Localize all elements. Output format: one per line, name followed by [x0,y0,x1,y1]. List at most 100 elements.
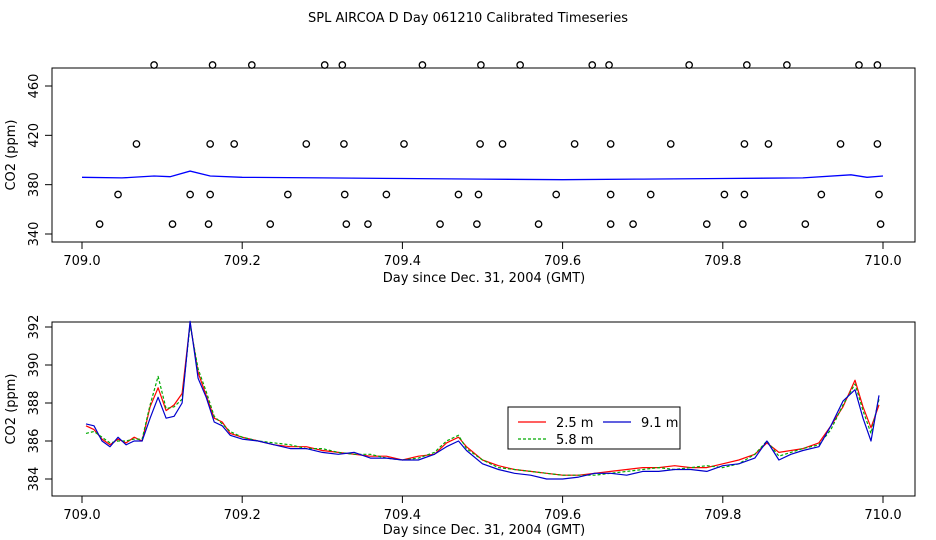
scatter-point [836,140,845,148]
top-scatter-points [95,61,885,228]
bottom-plot-frame [51,321,916,497]
scatter-point [473,220,481,228]
scatter-point [132,140,141,148]
bottom-y-axis: 384 386 388 390 392 [27,315,53,491]
top-y-tick-label: 420 [27,123,42,148]
scatter-point [340,190,349,199]
scatter-point [629,220,637,228]
scatter-point [702,220,711,228]
scatter-point [266,220,275,228]
top-y-tick-label: 340 [27,222,42,247]
scatter-point [418,61,427,69]
scatter-point [764,140,773,148]
scatter-point [400,140,408,148]
scatter-point [606,140,615,148]
scatter-point [186,190,194,199]
scatter-point [552,190,561,199]
bottom-series-lines [85,320,880,480]
legend-label-5-8m: 5.8 m [556,433,593,448]
bottom-y-tick-label: 386 [27,429,42,454]
top-x-tick-label: 709.4 [384,254,421,269]
scatter-point [168,220,177,228]
series-line-2-5m [85,322,880,476]
top-x-tick-label: 710.0 [864,254,901,269]
scatter-point [284,190,292,199]
scatter-point [204,220,213,228]
legend-label-2-5m: 2.5 m [556,416,593,431]
scatter-point [338,61,347,69]
legend: 2.5 m 9.1 m 5.8 m [507,406,681,450]
scatter-point [606,190,615,199]
scatter-point [605,61,613,69]
scatter-point [382,190,391,199]
bottom-y-label: CO2 (ppm) [4,373,19,444]
series-line-9-1m [85,320,880,480]
top-mean-line [81,170,884,181]
bottom-x-axis: 709.0 709.2 709.4 709.6 709.8 710.0 [63,495,902,523]
top-y-tick-label: 460 [27,74,42,99]
scatter-point [588,61,597,69]
bottom-x-tick-label: 709.2 [224,508,261,523]
series-line-5-8m [85,324,880,476]
top-x-axis: 709.0 709.2 709.4 709.6 709.8 710.0 [63,241,902,269]
bottom-x-tick-label: 709.0 [63,508,100,523]
legend-label-9-1m: 9.1 m [641,416,678,431]
scatter-point [876,220,885,228]
scatter-point [855,61,863,69]
top-y-tick-label: 380 [27,172,42,197]
scatter-point [720,190,729,199]
figure-title: SPL AIRCOA D Day 061210 Calibrated Times… [308,11,628,26]
scatter-point [606,220,615,228]
scatter-point [474,190,483,199]
mean-co2-line [81,170,884,181]
scatter-point [247,61,256,69]
scatter-point [498,140,507,148]
bottom-x-label: Day since Dec. 31, 2004 (GMT) [383,523,586,538]
scatter-point [320,61,329,69]
top-x-tick-label: 709.6 [544,254,581,269]
scatter-point [685,61,694,69]
top-panel: 709.0 709.2 709.4 709.6 709.8 710.0 340 380 420… [4,61,916,286]
scatter-point [801,220,810,228]
scatter-point [454,190,463,199]
scatter-point [477,61,485,69]
bottom-x-tick-label: 709.8 [704,508,741,523]
bottom-y-tick-label: 390 [27,353,42,378]
scatter-point [742,61,751,69]
bottom-panel: 709.0 709.2 709.4 709.6 709.8 710.0 384 386 388… [4,315,916,538]
scatter-point [516,61,524,69]
scatter-point [873,61,882,69]
top-y-label: CO2 (ppm) [4,119,19,190]
scatter-point [740,140,749,148]
scatter-point [783,61,791,69]
legend-box [507,406,681,450]
bottom-y-tick-label: 388 [27,391,42,416]
scatter-point [364,220,372,228]
scatter-point [817,190,826,199]
scatter-point [534,220,543,228]
top-y-axis: 340 380 420 460 [27,74,53,247]
top-x-label: Day since Dec. 31, 2004 (GMT) [383,271,586,286]
scatter-point [150,61,158,69]
scatter-point [340,140,348,148]
top-x-tick-label: 709.8 [704,254,741,269]
scatter-point [740,190,749,199]
scatter-point [342,220,351,228]
scatter-point [666,140,675,148]
scatter-point [95,220,104,228]
scatter-point [114,190,122,199]
bottom-x-tick-label: 709.4 [384,508,421,523]
scatter-point [206,140,215,148]
bottom-x-tick-label: 709.6 [544,508,581,523]
bottom-x-tick-label: 710.0 [864,508,901,523]
top-x-tick-label: 709.0 [63,254,100,269]
scatter-point [206,190,215,199]
scatter-point [738,220,747,228]
scatter-point [230,140,239,148]
scatter-point [302,140,311,148]
top-plot-frame [51,67,916,243]
scatter-point [476,140,484,148]
scatter-point [875,190,883,199]
scatter-point [436,220,444,228]
